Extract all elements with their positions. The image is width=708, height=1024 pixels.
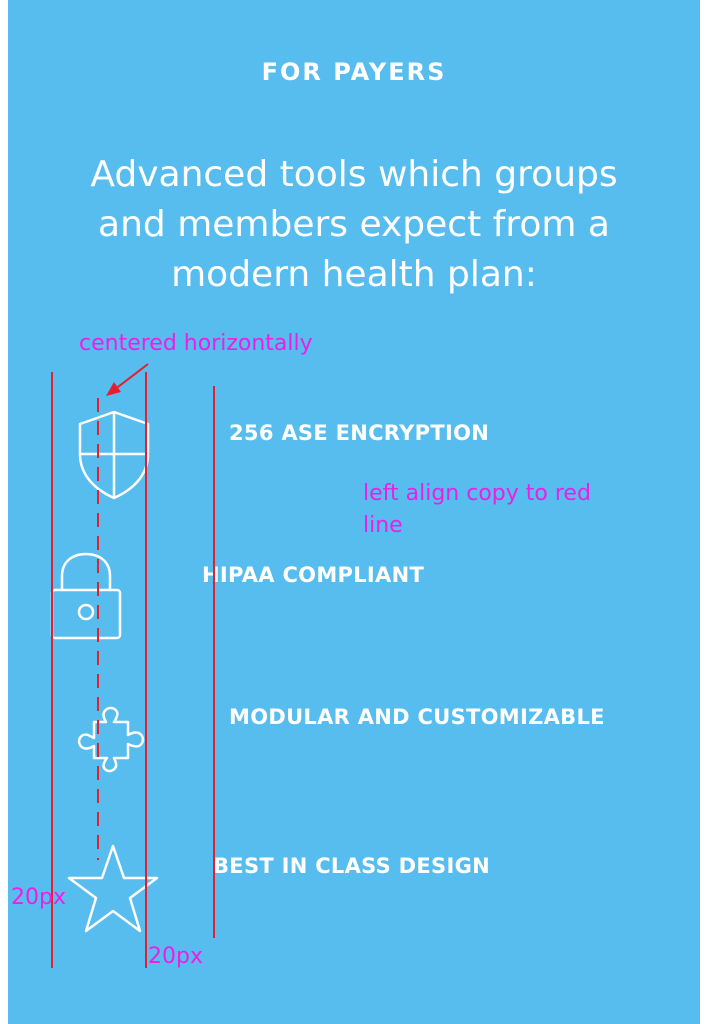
puzzle-piece-icon — [77, 706, 145, 773]
feature-label-hipaa: HIPAA COMPLIANT — [202, 563, 425, 587]
guide-line-left — [51, 372, 53, 968]
annotation-line: line — [363, 513, 403, 538]
shield-icon — [78, 410, 150, 500]
feature-label-encryption: 256 ASE ENCRYPTION — [229, 421, 490, 445]
section-eyebrow: FOR PAYERS — [261, 58, 447, 86]
headline-line: and members expect from a — [98, 204, 610, 245]
lock-icon — [50, 552, 122, 640]
headline-line: modern health plan: — [171, 254, 537, 295]
section-headline: Advanced tools which groups and members … — [8, 150, 700, 300]
annotation-left-align: left align copy to red line — [363, 478, 591, 542]
feature-label-modular: MODULAR AND CUSTOMIZABLE — [229, 705, 605, 729]
annotation-spacing-left: 20px — [11, 885, 66, 910]
guide-line-copy — [213, 386, 215, 938]
headline-line: Advanced tools which groups — [90, 154, 618, 195]
annotation-centered: centered horizontally — [79, 331, 313, 356]
feature-label-design: BEST IN CLASS DESIGN — [213, 854, 491, 878]
annotation-spacing-right: 20px — [148, 944, 203, 969]
for-payers-panel — [8, 0, 700, 1024]
annotation-line: left align copy to red — [363, 481, 591, 506]
guide-line-icon-right — [145, 372, 147, 968]
